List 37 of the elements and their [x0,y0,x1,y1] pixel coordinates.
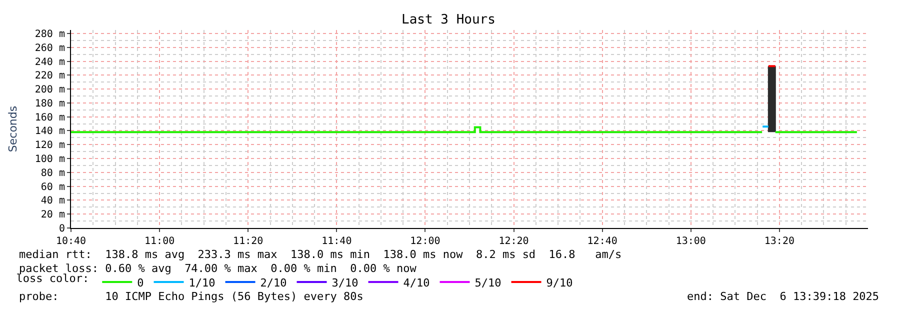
y-tick-label: 280 m [34,28,65,40]
x-tick-label: 12:40 [587,236,618,247]
legend-label: 1/10 [188,276,216,290]
legend-label: 5/10 [474,276,502,290]
x-tick-label: 10:40 [56,236,86,247]
y-tick-label: 20 m [40,210,65,221]
x-tick-label: 13:00 [676,236,706,247]
y-tick-label: 260 m [34,42,65,54]
x-tick-label: 13:20 [764,236,794,247]
y-tick-label: 140 m [34,126,65,138]
y-tick-label: 240 m [34,56,65,68]
x-tick-label: 11:00 [144,236,175,247]
x-tick-label: 12:20 [498,236,529,247]
legend-label: 9/10 [546,276,573,290]
x-tick-label: 12:00 [410,236,440,247]
y-tick-label: 120 m [34,140,65,152]
y-axis-title: Seconds [6,106,20,152]
chart-title: Last 3 Hours [402,12,496,28]
y-tick-label: 40 m [40,196,65,207]
legend-label: 4/10 [403,276,430,290]
y-tick-label: 80 m [40,168,65,179]
legend-label: 3/10 [332,276,358,290]
legend-label: 2/10 [260,276,287,290]
legend-label: 0 [137,276,144,290]
y-tick-label: 220 m [34,70,65,82]
text: probe: 10 ICMP Echo Pings (56 Bytes) every 80s [19,290,364,303]
x-tick-label: 11:40 [322,236,352,247]
text: median rtt: 138.8 ms avg 233.3 ms max 138.0 ms min 138.0 ms now 8.2 ms sd 16.8 am/s [19,248,622,261]
x-tick-label: 11:20 [233,236,264,247]
y-tick-label: 180 m [34,98,65,110]
y-tick-label: 60 m [40,182,65,193]
y-tick-label: 100 m [34,154,65,166]
text: end: Sat Dec 6 13:39:18 2025 [687,290,880,303]
y-tick-label: 0 [58,224,65,234]
y-tick-label: 200 m [34,84,65,96]
text: packet loss: 0.60 % avg 74.00 % max 0.00 % min 0.00 % now [19,262,417,275]
y-tick-label: 160 m [34,112,65,124]
